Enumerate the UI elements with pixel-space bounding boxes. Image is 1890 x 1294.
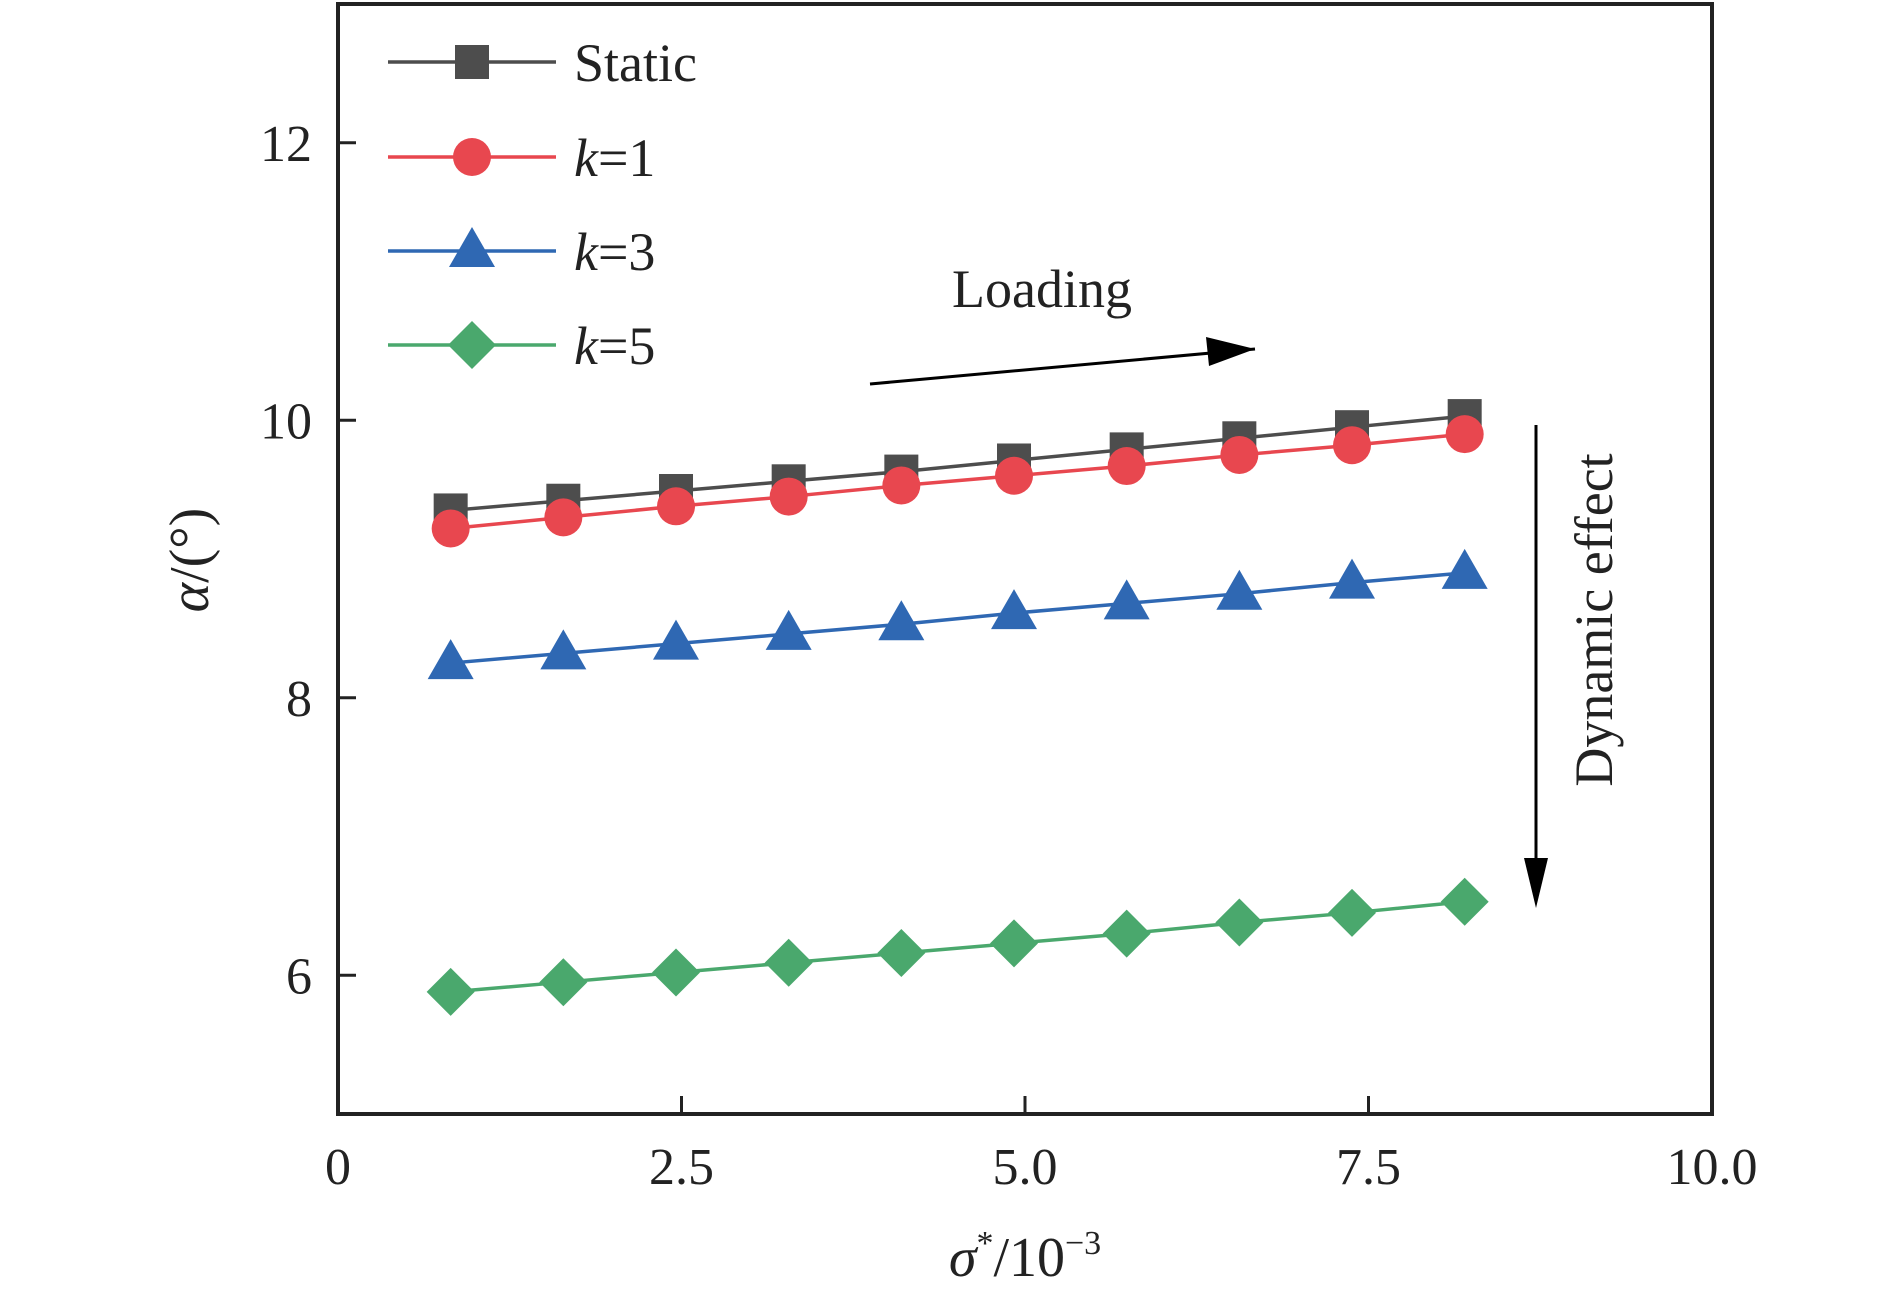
dynamic-label: Dynamic effect [1564, 453, 1624, 786]
x-tick-label: 0 [325, 1139, 351, 1196]
y-tick-label: 6 [286, 948, 312, 1005]
x-axis-exp: −3 [1065, 1225, 1101, 1262]
x-tick-label: 5.0 [993, 1139, 1058, 1196]
legend-marker [453, 138, 491, 176]
data-point [653, 619, 700, 660]
data-point [1333, 426, 1372, 465]
data-point [652, 948, 701, 997]
legend-label: Static [574, 33, 697, 93]
x-axis-symbol: σ [949, 1227, 979, 1289]
data-point [1328, 888, 1377, 937]
data-point [539, 958, 588, 1007]
data-point [544, 498, 583, 537]
legend-item: k=1 [388, 128, 655, 188]
data-point [769, 477, 808, 516]
loading-arrow [869, 347, 1256, 386]
loading-arrowhead [1206, 337, 1255, 366]
x-tick-label: 2.5 [649, 1139, 714, 1196]
x-axis-rest: /10 [993, 1227, 1065, 1289]
loading-annotation: Loading [869, 259, 1256, 386]
data-point [1215, 898, 1264, 947]
y-tick-label: 12 [260, 116, 312, 173]
data-point [1216, 569, 1263, 610]
data-point [540, 629, 587, 670]
data-point [1440, 877, 1489, 926]
legend-item: Static [388, 33, 697, 93]
legend-label: k=3 [574, 222, 655, 282]
series-layer [426, 399, 1489, 1016]
y-tick-label: 8 [286, 671, 312, 728]
data-point [1445, 415, 1484, 454]
series-0 [433, 399, 1482, 528]
loading-label: Loading [952, 259, 1132, 319]
data-point [1329, 558, 1376, 599]
legend-marker [455, 45, 489, 79]
data-point [764, 938, 813, 987]
legend-item: k=5 [388, 316, 655, 376]
y-axis-title: α/(°) [159, 508, 221, 613]
data-point [878, 600, 925, 641]
dynamic-arrowhead [1524, 858, 1548, 908]
x-tick-label: 7.5 [1336, 1139, 1401, 1196]
data-point [990, 919, 1039, 968]
data-point [427, 639, 474, 680]
legend: Static k=1 k=3 k=5 [388, 33, 697, 376]
legend-marker [448, 321, 496, 369]
series-1 [431, 415, 1484, 548]
y-axis-symbol: α [159, 581, 221, 612]
data-point [1220, 435, 1259, 474]
legend-marker [449, 227, 495, 267]
x-axis-title: σ*/10−3 [949, 1225, 1101, 1289]
series-2 [427, 548, 1488, 680]
data-point [995, 456, 1034, 495]
legend-item: k=3 [388, 222, 655, 282]
series-3 [426, 877, 1489, 1016]
data-point [765, 609, 812, 650]
y-tick-label: 10 [260, 393, 312, 450]
data-point [991, 589, 1038, 630]
series-line [450, 899, 1465, 994]
ticks-layer: 0 2.5 5.0 7.5 10.0 6 8 10 12 [260, 116, 1758, 1196]
data-point [1102, 909, 1151, 958]
legend-label: k=1 [574, 128, 655, 188]
x-axis-sup: * [976, 1225, 993, 1262]
x-tick-label: 10.0 [1667, 1139, 1758, 1196]
data-point [877, 929, 926, 978]
data-point [657, 487, 696, 526]
data-point [426, 967, 475, 1016]
data-point [1107, 447, 1146, 486]
dynamic-effect-annotation: Dynamic effect [1524, 425, 1624, 908]
data-point [1441, 548, 1488, 589]
series-line [450, 432, 1465, 531]
data-point [1103, 579, 1150, 620]
series-line [450, 571, 1465, 665]
data-point [882, 466, 921, 505]
data-point [431, 509, 470, 548]
series-line [450, 414, 1465, 513]
legend-label: k=5 [574, 316, 655, 376]
y-axis-rest: /(°) [159, 508, 221, 583]
